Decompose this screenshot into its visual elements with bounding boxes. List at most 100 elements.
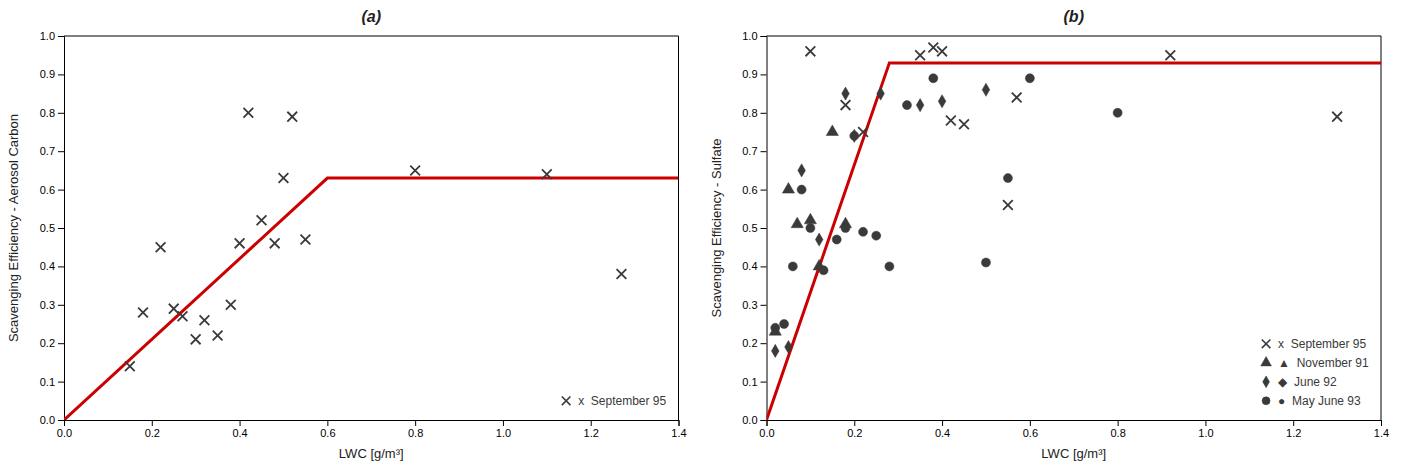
point [946,116,956,126]
panel-title: (b) [1064,8,1084,25]
x-axis: 0.00.20.40.60.81.01.21.4 [759,420,1389,439]
frame [678,36,679,420]
tick-mark [58,228,64,229]
frame [64,36,679,37]
tick-mark [58,343,64,344]
panel: 0.00.20.40.60.81.01.21.40.00.10.20.30.40… [709,8,1390,461]
tick-mark [1205,420,1206,426]
tick: 1.4 [1374,420,1389,439]
point [815,233,823,246]
point [771,323,780,332]
tick-mark [761,74,767,75]
tick-mark [58,305,64,306]
tick-label: 1.4 [1374,427,1389,439]
tick-mark [761,420,767,421]
point [885,262,894,271]
tick: 0.6 [1023,420,1038,439]
tick-mark [58,151,64,152]
chart-svg: 0.0 0.2 0.4 0.6 0.8 1.0 1.2 1.4 0.0 0.1 0.2 0.3 0.4 0… [0,0,1405,468]
tick: 1.4 [671,420,686,439]
point [859,227,868,236]
point [542,169,552,179]
point [819,266,828,275]
point [982,83,990,96]
tick: 0.1 [742,376,766,388]
tick-mark [327,420,328,426]
y-axis: 0.00.10.20.30.40.50.60.70.80.91.0 [40,30,65,426]
tick-mark [761,343,767,344]
tick-label: 0.9 [40,68,55,80]
tick-mark [1118,420,1119,426]
point [279,173,289,183]
tick: 1.0 [40,30,64,42]
point [841,100,851,110]
point [257,215,267,225]
tick-label: 0.3 [40,299,55,311]
tick-label: 0.4 [742,260,757,272]
tick-mark [1293,420,1294,426]
legend-label: ▲ November 91 [1278,356,1369,370]
tick-label: 0.6 [320,427,335,439]
tick: 0.4 [40,260,64,272]
tick-label: 0.2 [742,337,757,349]
tick-mark [761,113,767,114]
point [191,334,201,344]
tick-label: 0.0 [40,414,55,426]
tick-label: 0.2 [40,337,55,349]
tick-mark [58,420,64,421]
point [916,99,924,112]
point [797,185,806,194]
tick-label: 0.2 [145,427,160,439]
tick-label: 0.4 [935,427,950,439]
point [780,319,789,328]
tick-label: 0.8 [40,107,55,119]
tick-mark [1381,420,1382,426]
tick: 0.7 [742,145,766,157]
tick: 1.0 [1198,420,1213,439]
tick-mark [152,420,153,426]
tick: 0.6 [320,420,335,439]
tick: 0.5 [742,222,766,234]
point [1003,200,1013,210]
point [937,46,947,56]
legend-symbol [562,396,571,405]
tick-label: 0.0 [742,414,757,426]
x-axis-title: LWC [g/m³] [1041,446,1106,461]
point [226,300,236,310]
tick: 0.7 [40,145,64,157]
plot-area [767,43,1382,420]
point [804,213,816,224]
point [832,235,841,244]
point [1025,74,1034,83]
point [156,242,166,252]
tick: 0.2 [145,420,160,439]
tick-label: 0.5 [742,222,757,234]
tick: 0.4 [935,420,950,439]
legend: x September 95 [562,394,667,408]
tick-mark [761,190,767,191]
tick-mark [761,382,767,383]
tick-label: 0.0 [57,427,72,439]
tick-label: 0.6 [742,184,757,196]
point [138,308,148,318]
tick-label: 0.6 [1023,427,1038,439]
tick: 0.8 [408,420,423,439]
point [850,131,859,140]
tick: 1.2 [1286,420,1301,439]
tick-label: 1.2 [1286,427,1301,439]
x-axis: 0.00.20.40.60.81.01.21.4 [57,420,687,439]
legend-item: ◆ June 92 [1263,375,1337,389]
tick-label: 1.0 [40,30,55,42]
legend-label: x September 95 [1278,337,1366,351]
tick-label: 0.1 [742,376,757,388]
tick-mark [58,266,64,267]
y-axis-title: Scavenging Efficiency - Sulfate [709,139,724,318]
tick-label: 0.2 [847,427,862,439]
tick: 0.8 [742,107,766,119]
point [235,238,245,248]
tick: 0.3 [40,299,64,311]
point [841,223,850,232]
tick: 0.9 [742,68,766,80]
legend-label: ● May June 93 [1278,394,1361,408]
tick-mark [58,382,64,383]
